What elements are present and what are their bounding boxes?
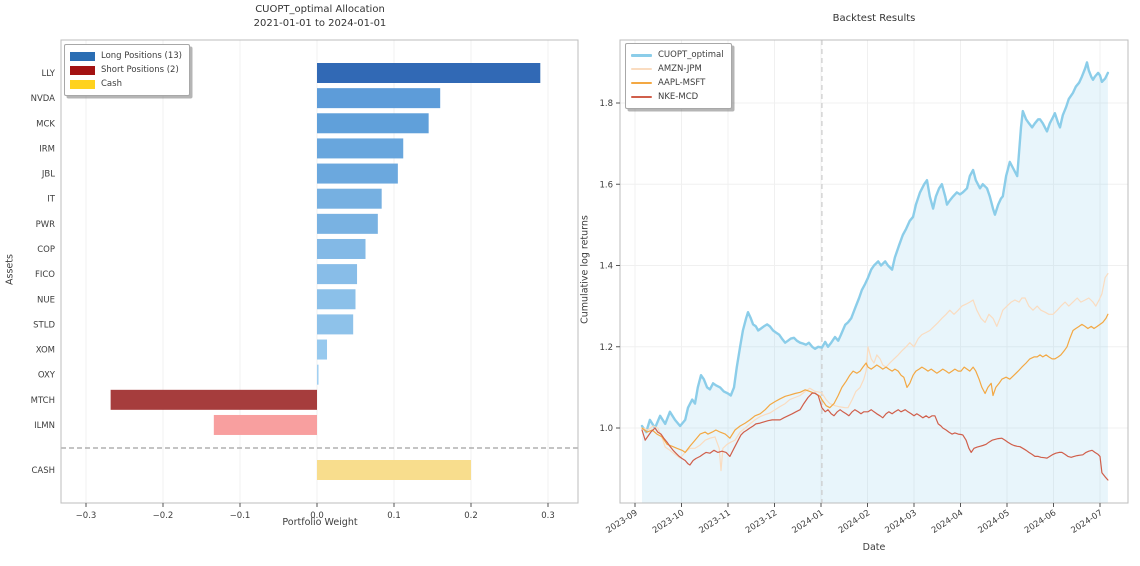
backtest-legend: CUOPT_optimal AMZN-JPM AAPL-MSFT NKE-MCD — [625, 43, 732, 109]
date-tick-label: 2023-12 — [744, 508, 779, 536]
legend-patch-icon — [70, 51, 95, 61]
bar-IT — [317, 188, 382, 209]
backtest-ylabel: Cumulative log returns — [579, 215, 591, 324]
series-line-CUOPT_optimal — [640, 61, 1110, 434]
legend-line-icon — [631, 96, 652, 98]
x-tick-label: 0.1 — [387, 511, 401, 521]
legend-item: AMZN-JPM — [631, 62, 724, 76]
allocation-chart: LLY NVDA MCK IRM JBL IT PWR COP FICO NUE STLD XOM OX… — [31, 39, 579, 521]
allocation-title: CUOPT_optimal Allocation 2021-01-01 to 20… — [253, 4, 387, 29]
bar-COP — [317, 238, 366, 259]
asset-tick-label: MTCH — [31, 396, 55, 406]
date-tick-label: 2024-05 — [976, 508, 1011, 536]
area-fill-CUOPT_optimal — [642, 62, 1108, 504]
asset-tick-label: COP — [37, 245, 55, 255]
asset-tick-label: PWR — [36, 220, 56, 230]
legend-line-icon — [631, 82, 652, 84]
date-tick-label: 2023-11 — [697, 508, 732, 536]
legend-line-icon — [631, 53, 652, 57]
date-tick-label: 2024-04 — [930, 508, 965, 536]
bar-FICO — [317, 264, 358, 285]
legend-label: AAPL-MSFT — [658, 78, 706, 88]
legend-item: Short Positions (2) — [70, 63, 182, 77]
backtest-xlabel: Date — [862, 542, 886, 553]
bar-CASH — [317, 460, 471, 480]
legend-label: Cash — [101, 79, 122, 89]
legend-item: AAPL-MSFT — [631, 76, 724, 90]
asset-tick-label: MCK — [36, 119, 55, 129]
axes-frame — [60, 39, 579, 504]
legend-label: Long Positions (13) — [101, 51, 182, 61]
x-tick-label: −0.1 — [230, 511, 251, 521]
date-tick-label: 2024-03 — [883, 508, 918, 536]
axes-frame — [619, 39, 1129, 504]
bar-MCK — [317, 113, 429, 134]
x-tick-label: −0.2 — [153, 511, 174, 521]
legend-label: AMZN-JPM — [658, 64, 702, 74]
asset-tick-label: IT — [47, 195, 56, 205]
legend-item: Cash — [70, 77, 182, 91]
x-tick-label: 0.2 — [464, 511, 478, 521]
y-tick-label: 1.6 — [599, 180, 613, 190]
date-tick-label: 2023-10 — [651, 508, 686, 536]
legend-patch-icon — [70, 79, 95, 89]
asset-tick-label: OXY — [38, 371, 56, 381]
legend-patch-icon — [70, 65, 95, 75]
x-tick-label: 0.0 — [310, 511, 324, 521]
legend-label: NKE-MCD — [658, 92, 699, 102]
y-tick-label: 1.2 — [599, 343, 613, 353]
bar-MTCH — [110, 389, 317, 410]
bar-PWR — [317, 213, 378, 234]
bar-ILMN — [213, 414, 317, 435]
date-tick-label: 2024-02 — [837, 508, 872, 536]
y-tick-label: 1.8 — [599, 99, 613, 109]
asset-tick-label: LLY — [41, 69, 55, 79]
asset-tick-label: ILMN — [34, 421, 55, 431]
series-line-AMZN-JPM — [641, 273, 1109, 472]
x-tick-label: −0.3 — [76, 511, 97, 521]
legend-item: Long Positions (13) — [70, 49, 182, 63]
allocation-legend: Long Positions (13) Short Positions (2) Ca… — [64, 44, 190, 96]
backtest-title: Backtest Results — [832, 13, 916, 24]
legend-item: CUOPT_optimal — [631, 48, 724, 62]
bar-OXY — [317, 364, 319, 385]
asset-tick-label: STLD — [33, 320, 55, 330]
asset-tick-label: XOM — [36, 346, 55, 356]
legend-label: CUOPT_optimal — [658, 50, 724, 60]
bar-NVDA — [317, 88, 441, 109]
asset-tick-label: JBL — [41, 170, 55, 180]
legend-item: NKE-MCD — [631, 90, 724, 104]
asset-tick-label: IRM — [39, 144, 55, 154]
asset-tick-label: FICO — [35, 270, 55, 280]
asset-tick-label: NVDA — [31, 94, 56, 104]
date-tick-label: 2024-07 — [1069, 508, 1104, 536]
allocation-xlabel: Portfolio Weight — [282, 517, 358, 528]
bar-LLY — [317, 63, 541, 83]
allocation-ylabel: Assets — [4, 254, 16, 285]
bar-NUE — [317, 289, 356, 310]
bar-JBL — [317, 163, 398, 184]
bar-XOM — [317, 339, 328, 360]
asset-tick-label: NUE — [37, 295, 55, 305]
legend-line-icon — [631, 68, 652, 70]
date-tick-label: 2023-09 — [604, 508, 639, 536]
series-line-AAPL-MSFT — [641, 313, 1109, 453]
x-tick-label: 0.3 — [541, 511, 555, 521]
date-tick-label: 2024-06 — [1023, 508, 1058, 536]
y-tick-label: 1.0 — [599, 424, 613, 434]
bar-STLD — [317, 314, 354, 335]
legend-label: Short Positions (2) — [101, 65, 179, 75]
y-tick-label: 1.4 — [599, 262, 613, 272]
date-tick-label: 2024-01 — [790, 508, 825, 536]
asset-tick-label: CASH — [31, 466, 55, 476]
bar-IRM — [317, 138, 404, 159]
series-line-NKE-MCD — [641, 392, 1109, 481]
